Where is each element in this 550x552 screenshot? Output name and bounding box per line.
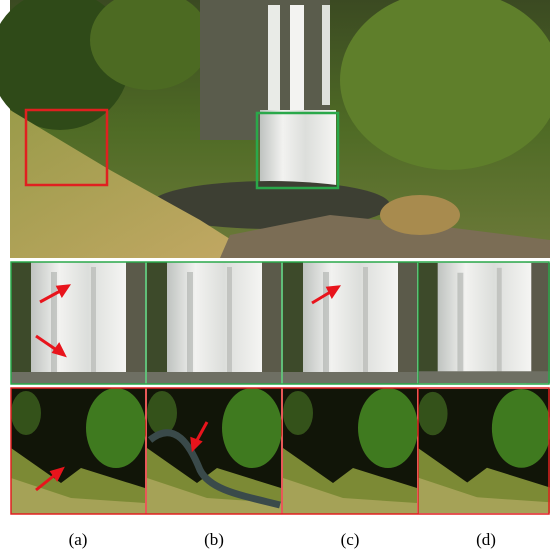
shape xyxy=(283,388,418,514)
figure-svg: (a) (b) (c) (d) xyxy=(0,0,550,552)
shape xyxy=(268,5,280,115)
shape xyxy=(283,262,417,384)
shape xyxy=(260,110,336,185)
foliage-crops xyxy=(11,388,550,514)
shape xyxy=(418,263,550,383)
waterfall-crops xyxy=(11,262,550,384)
panel-label: (a) xyxy=(69,530,88,549)
panel-label: (b) xyxy=(204,530,224,549)
shape xyxy=(11,388,146,514)
shape xyxy=(290,5,304,115)
shape xyxy=(418,389,550,513)
shape xyxy=(147,388,282,514)
figure: (a) (b) (c) (d) xyxy=(0,0,550,552)
panel-label: (c) xyxy=(341,530,360,549)
panel-label: (d) xyxy=(476,530,496,549)
shape xyxy=(380,195,460,235)
main-image xyxy=(0,0,550,258)
shape xyxy=(11,262,145,384)
shape xyxy=(147,262,281,384)
shape xyxy=(322,5,330,105)
